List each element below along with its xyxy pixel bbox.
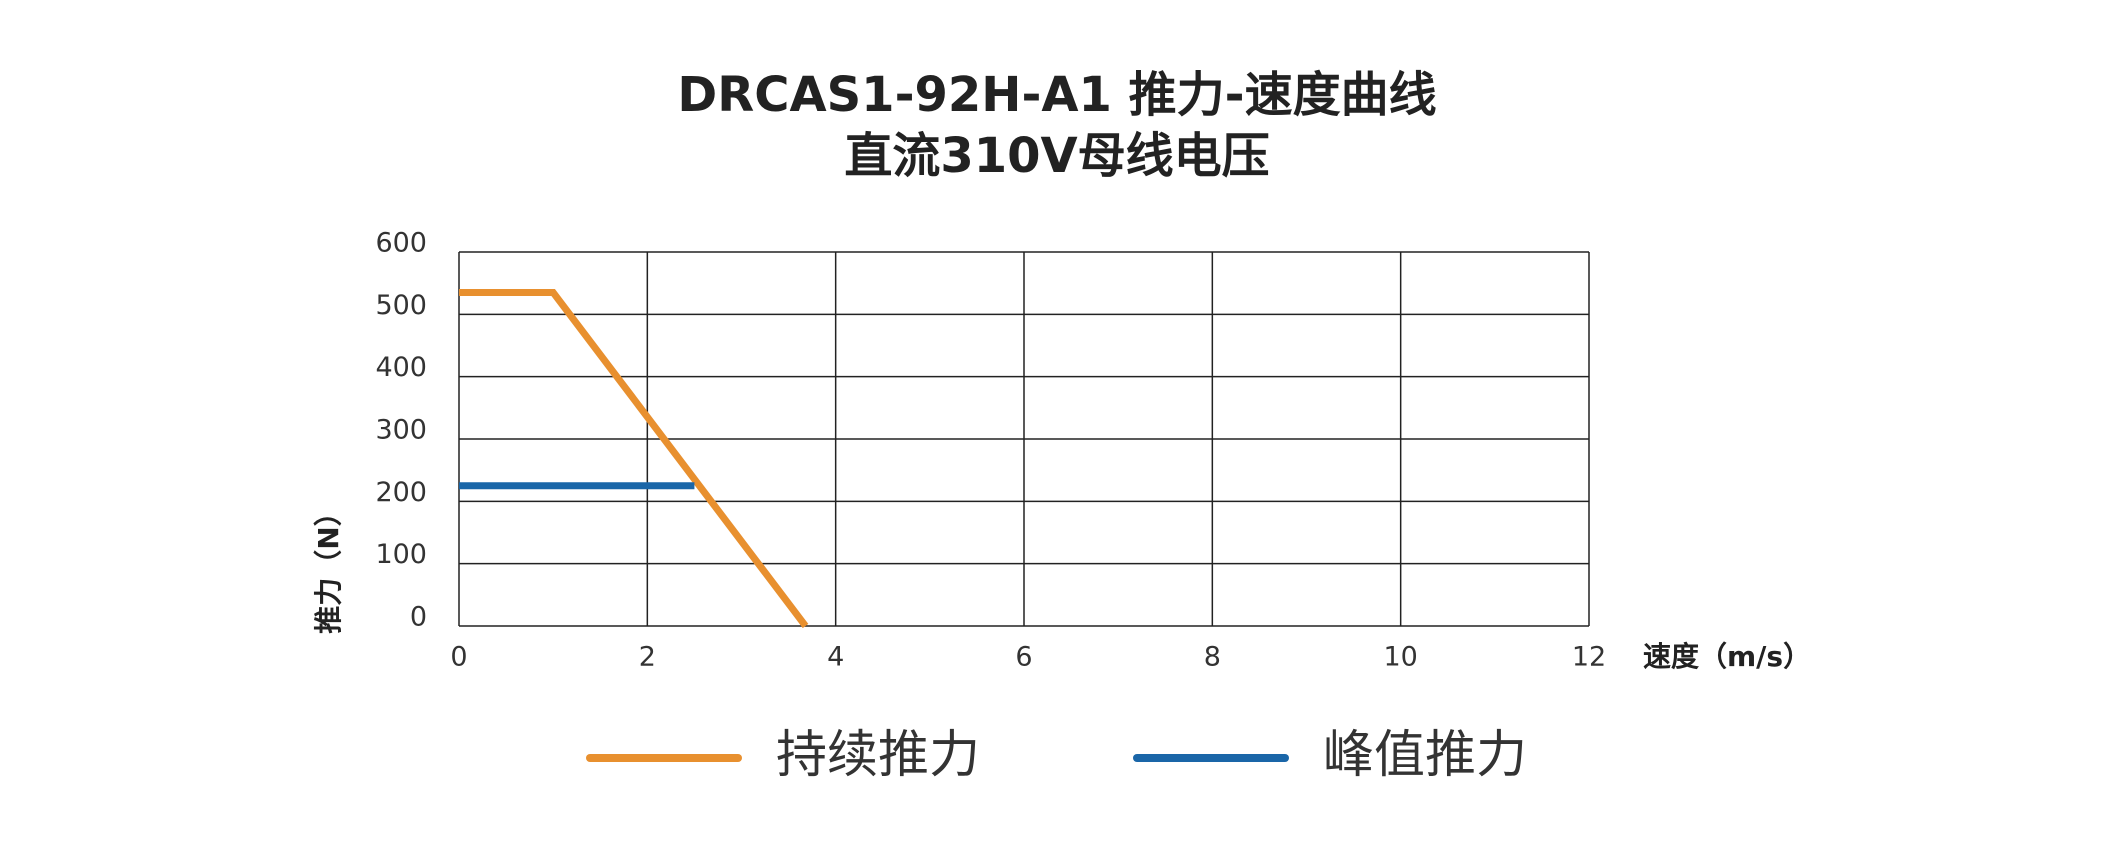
chart-title: DRCAS1-92H-A1 推力-速度曲线: [677, 67, 1436, 123]
y-tick-label: 600: [375, 228, 427, 259]
legend-label: 持续推力: [776, 726, 980, 785]
series-line: [459, 289, 809, 629]
x-tick-label: 10: [1383, 642, 1417, 673]
x-tick-label: 6: [1015, 642, 1032, 673]
x-axis-label: 速度（m/s）: [1643, 640, 1811, 673]
x-tick-label: 8: [1204, 642, 1221, 673]
y-axis-label: 推力（N）: [312, 498, 345, 633]
y-tick-label: 500: [375, 290, 427, 321]
x-tick-label: 2: [639, 642, 656, 673]
chart-subtitle: 直流310V母线电压: [844, 128, 1269, 184]
y-tick-label: 0: [410, 602, 427, 633]
y-tick-label: 200: [375, 477, 427, 508]
x-tick-label: 0: [450, 642, 467, 673]
y-tick-label: 100: [375, 539, 427, 570]
y-tick-label: 300: [375, 415, 427, 446]
x-tick-label: 4: [827, 642, 844, 673]
legend-label: 峰值推力: [1323, 726, 1527, 785]
x-tick-label: 12: [1572, 642, 1606, 673]
y-tick-label: 400: [375, 352, 427, 383]
